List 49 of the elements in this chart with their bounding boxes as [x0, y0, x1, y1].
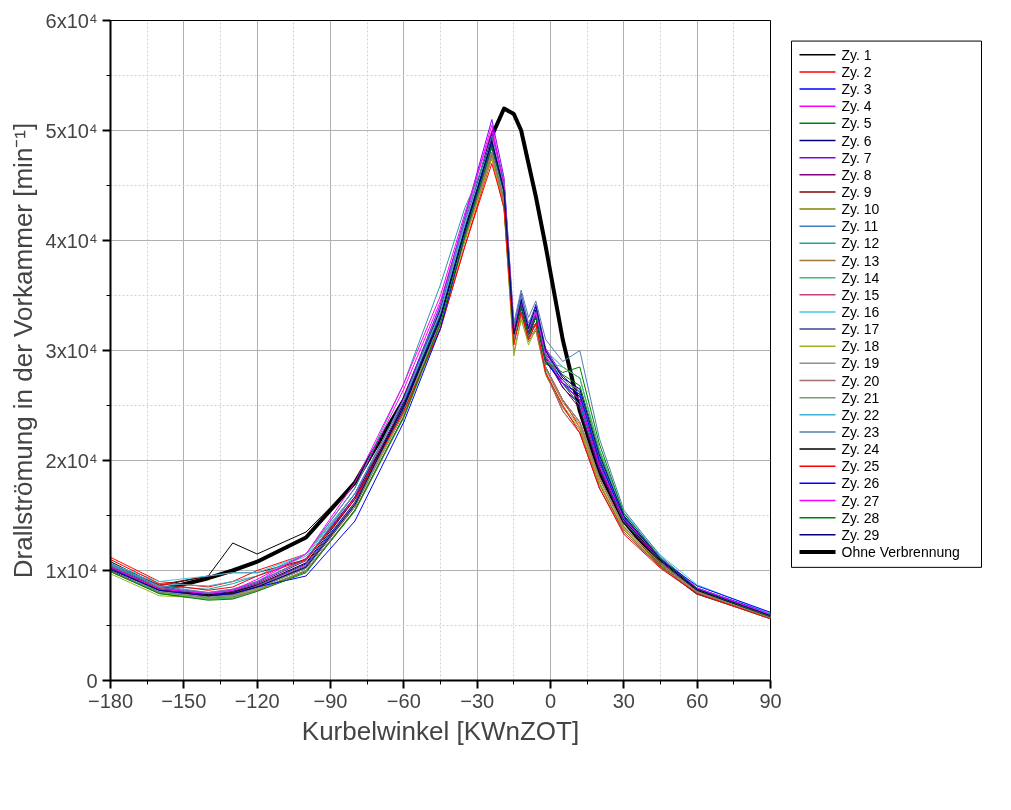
legend-label: Ohne Verbrennung: [841, 543, 960, 560]
legend-label: Zy. 18: [841, 338, 880, 355]
legend-label: Zy. 21: [841, 389, 880, 406]
y-tick-label: 0: [86, 669, 98, 692]
legend-label: Zy. 17: [841, 321, 880, 338]
legend-label: Zy. 9: [841, 183, 872, 200]
legend-label: Zy. 13: [841, 252, 880, 269]
legend-label: Zy. 6: [841, 132, 872, 149]
legend-label: Zy. 19: [841, 355, 880, 372]
legend-label: Zy. 29: [841, 526, 880, 543]
x-tick-label: −60: [386, 689, 421, 712]
legend-label: Zy. 11: [841, 218, 879, 235]
legend-label: Zy. 22: [841, 406, 880, 423]
legend-label: Zy. 26: [841, 475, 880, 492]
legend-label: Zy. 16: [841, 303, 880, 320]
legend-label: Zy. 27: [841, 492, 880, 509]
x-tick-label: 60: [686, 689, 709, 712]
y-tick-label: 3x10⁴: [45, 339, 98, 362]
legend-label: Zy. 14: [841, 269, 880, 286]
y-tick-label: 5x10⁴: [45, 119, 98, 142]
x-tick-label: −180: [87, 689, 134, 712]
x-tick-label: −30: [460, 689, 495, 712]
legend-label: Zy. 8: [841, 166, 872, 183]
legend-label: Zy. 2: [841, 63, 872, 80]
y-tick-label: 2x10⁴: [45, 449, 98, 472]
x-tick-label: 0: [544, 689, 557, 712]
legend-label: Zy. 4: [841, 98, 872, 115]
x-tick-label: −120: [234, 689, 280, 712]
x-tick-label: 30: [612, 689, 635, 712]
x-axis-title: Kurbelwinkel [KWnZOT]: [301, 715, 580, 746]
x-tick-label: −150: [161, 689, 207, 712]
legend-label: Zy. 12: [841, 235, 880, 252]
legend-label: Zy. 7: [841, 149, 872, 166]
legend-label: Zy. 10: [841, 201, 880, 218]
legend-label: Zy. 5: [841, 115, 872, 132]
y-tick-label: 6x10⁴: [45, 9, 98, 32]
y-axis-title: Drallströmung in der Vorkammer [min⁻¹]: [7, 122, 38, 579]
legend-label: Zy. 15: [841, 286, 880, 303]
legend-label: Zy. 23: [841, 423, 880, 440]
legend-label: Zy. 24: [841, 441, 880, 458]
legend-label: Zy. 3: [841, 81, 872, 98]
y-tick-label: 4x10⁴: [45, 229, 98, 252]
legend-label: Zy. 20: [841, 372, 880, 389]
x-tick-label: 90: [759, 689, 782, 712]
x-tick-label: −90: [313, 689, 348, 712]
legend-label: Zy. 1: [841, 46, 872, 63]
legend-label: Zy. 25: [841, 458, 880, 475]
y-tick-label: 1x10⁴: [45, 559, 98, 582]
legend-label: Zy. 28: [841, 509, 880, 526]
